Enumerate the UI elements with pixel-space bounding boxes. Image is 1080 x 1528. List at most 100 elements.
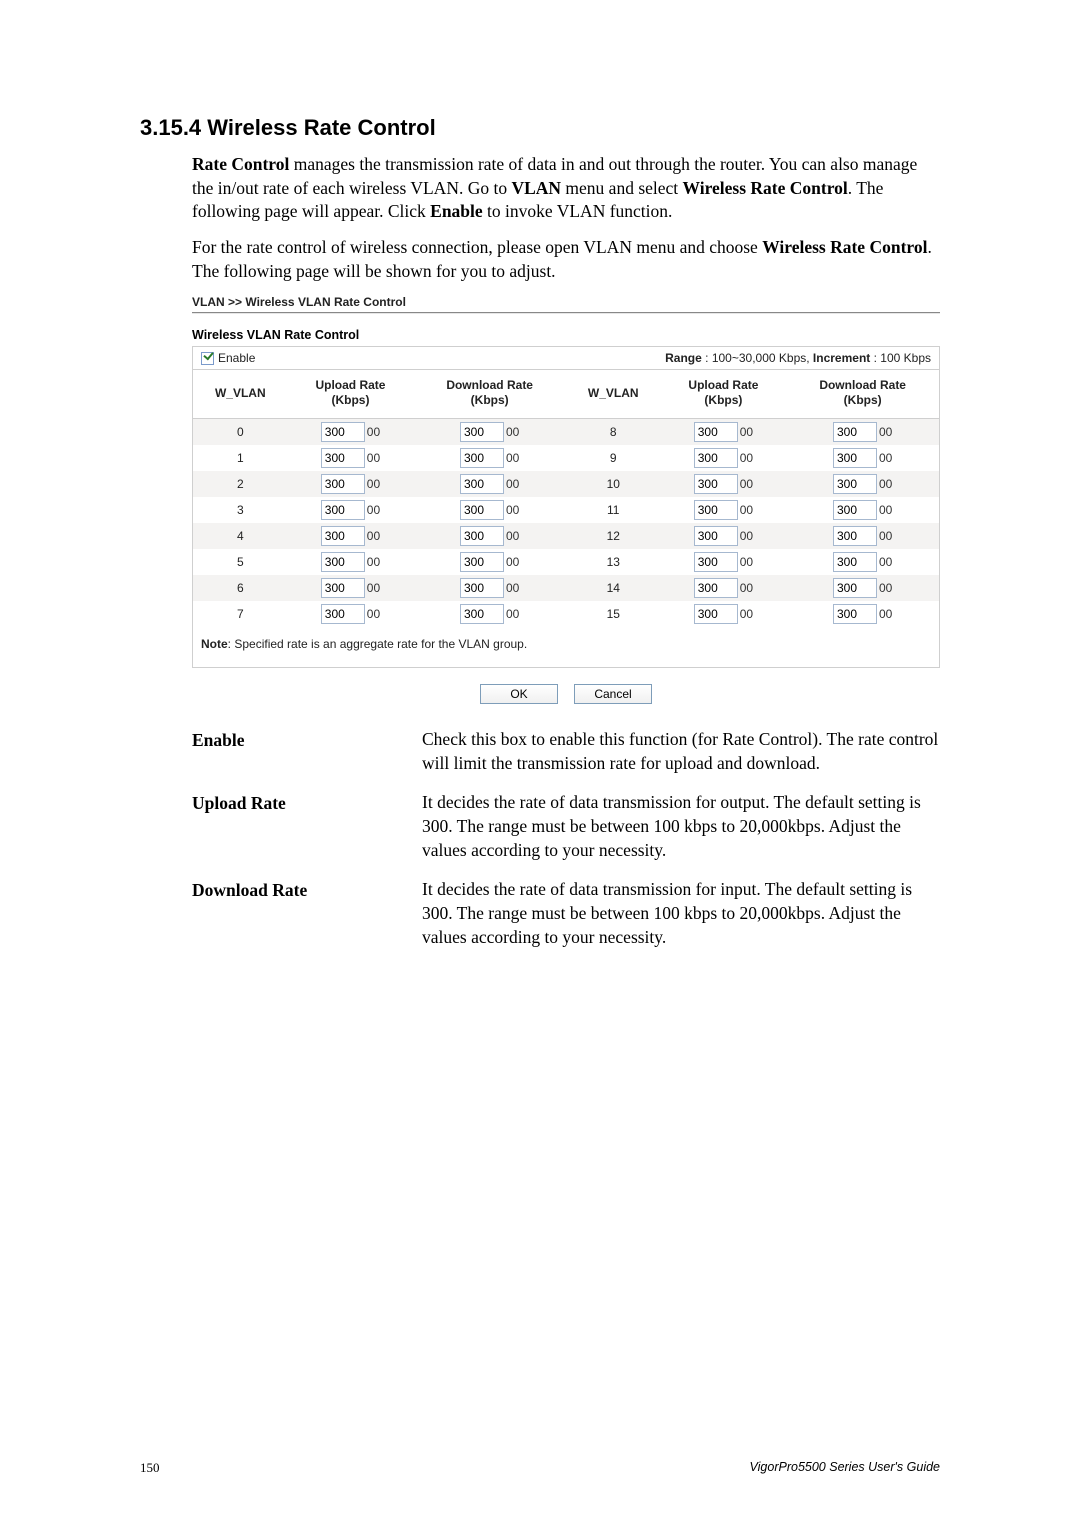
rate-suffix: 00 xyxy=(879,503,892,517)
wvlan-id: 15 xyxy=(566,601,661,627)
col-wvlan-left: W_VLAN xyxy=(193,370,288,419)
rate-suffix: 00 xyxy=(367,451,380,465)
table-row: 1 00 00 9 00 00 xyxy=(193,445,939,471)
rate-input[interactable] xyxy=(460,526,504,546)
table-row: 40000120000 xyxy=(193,523,939,549)
wvlan-id: 6 xyxy=(193,575,288,601)
rate-input[interactable] xyxy=(321,526,365,546)
rate-input[interactable] xyxy=(321,474,365,494)
rate-suffix: 00 xyxy=(740,451,753,465)
rate-input[interactable] xyxy=(833,474,877,494)
rate-input[interactable] xyxy=(460,552,504,572)
table-row: 50000130000 xyxy=(193,549,939,575)
rate-suffix: 00 xyxy=(506,555,519,569)
def-desc-upload: It decides the rate of data transmission… xyxy=(422,791,940,862)
intro-paragraph-1: Rate Control manages the transmission ra… xyxy=(192,153,940,224)
rate-input[interactable] xyxy=(460,474,504,494)
rate-input[interactable] xyxy=(460,422,504,442)
wvlan-id: 12 xyxy=(566,523,661,549)
def-term-upload: Upload Rate xyxy=(192,791,422,862)
rate-suffix: 00 xyxy=(740,581,753,595)
rate-suffix: 00 xyxy=(740,425,753,439)
bold-vlan: VLAN xyxy=(511,178,561,198)
wvlan-id: 9 xyxy=(566,445,661,471)
bold-rate-control: Rate Control xyxy=(192,154,289,174)
rate-suffix: 00 xyxy=(506,451,519,465)
range-label: Range : 100~30,000 Kbps, Increment : 100… xyxy=(665,351,931,365)
rate-input[interactable] xyxy=(321,500,365,520)
wvlan-id: 13 xyxy=(566,549,661,575)
rate-input[interactable] xyxy=(833,578,877,598)
col-upload-right: Upload Rate(Kbps) xyxy=(661,370,787,419)
rate-suffix: 00 xyxy=(879,477,892,491)
wvlan-id: 11 xyxy=(566,497,661,523)
rate-input[interactable] xyxy=(694,604,738,624)
rate-input[interactable] xyxy=(694,526,738,546)
rate-suffix: 00 xyxy=(367,555,380,569)
col-upload-left: Upload Rate(Kbps) xyxy=(288,370,414,419)
wvlan-id: 3 xyxy=(193,497,288,523)
breadcrumb: VLAN >> Wireless VLAN Rate Control xyxy=(192,295,940,309)
rate-input[interactable] xyxy=(833,500,877,520)
rate-input[interactable] xyxy=(694,552,738,572)
rate-input[interactable] xyxy=(694,578,738,598)
def-desc-download: It decides the rate of data transmission… xyxy=(422,878,940,949)
rate-suffix: 00 xyxy=(367,503,380,517)
table-row: 0000080000 xyxy=(193,419,939,446)
rate-suffix: 00 xyxy=(506,607,519,621)
def-term-enable: Enable xyxy=(192,728,422,775)
rate-suffix: 00 xyxy=(740,503,753,517)
wvlan-id: 1 xyxy=(193,445,288,471)
rate-suffix: 00 xyxy=(879,581,892,595)
rate-input[interactable] xyxy=(460,500,504,520)
rate-suffix: 00 xyxy=(367,529,380,543)
rate-suffix: 00 xyxy=(879,451,892,465)
rate-input[interactable] xyxy=(321,422,365,442)
table-row: 20000100000 xyxy=(193,471,939,497)
bold-wireless-rate-control: Wireless Rate Control xyxy=(683,178,848,198)
enable-checkbox[interactable] xyxy=(201,352,214,365)
wvlan-id: 14 xyxy=(566,575,661,601)
ok-button[interactable]: OK xyxy=(480,684,558,704)
product-name: VigorPro5500 Series User's Guide xyxy=(750,1460,940,1476)
rate-input[interactable] xyxy=(321,448,365,468)
section-heading: 3.15.4 Wireless Rate Control xyxy=(140,115,940,141)
definitions: Enable Check this box to enable this fun… xyxy=(192,728,940,949)
rate-suffix: 00 xyxy=(879,529,892,543)
rate-input[interactable] xyxy=(833,448,877,468)
enable-label: Enable xyxy=(218,351,255,365)
rate-input[interactable] xyxy=(460,448,504,468)
rate-input[interactable] xyxy=(321,552,365,572)
col-wvlan-right: W_VLAN xyxy=(566,370,661,419)
rate-suffix: 00 xyxy=(506,477,519,491)
col-download-left: Download Rate(Kbps) xyxy=(413,370,566,419)
cancel-button[interactable]: Cancel xyxy=(574,684,652,704)
def-desc-enable: Check this box to enable this function (… xyxy=(422,728,940,775)
enable-row: Enable Range : 100~30,000 Kbps, Incremen… xyxy=(193,347,939,370)
wvlan-id: 4 xyxy=(193,523,288,549)
rate-input[interactable] xyxy=(460,604,504,624)
rate-suffix: 00 xyxy=(879,555,892,569)
page-number: 150 xyxy=(140,1460,160,1476)
rate-suffix: 00 xyxy=(879,607,892,621)
rate-input[interactable] xyxy=(321,604,365,624)
rate-table: W_VLAN Upload Rate(Kbps) Download Rate(K… xyxy=(193,370,939,627)
rate-input[interactable] xyxy=(833,604,877,624)
table-row: 70000150000 xyxy=(193,601,939,627)
page-footer: 150 VigorPro5500 Series User's Guide xyxy=(140,1460,940,1476)
rate-input[interactable] xyxy=(694,500,738,520)
rate-suffix: 00 xyxy=(506,581,519,595)
rate-input[interactable] xyxy=(833,526,877,546)
table-row: 30000110000 xyxy=(193,497,939,523)
table-row: 60000140000 xyxy=(193,575,939,601)
rate-input[interactable] xyxy=(694,422,738,442)
panel-title: Wireless VLAN Rate Control xyxy=(192,328,940,342)
note-text: Note: Specified rate is an aggregate rat… xyxy=(193,627,939,667)
rate-input[interactable] xyxy=(694,474,738,494)
rate-input[interactable] xyxy=(833,422,877,442)
rate-input[interactable] xyxy=(833,552,877,572)
rate-input[interactable] xyxy=(694,448,738,468)
rate-input[interactable] xyxy=(321,578,365,598)
rate-input[interactable] xyxy=(460,578,504,598)
rate-suffix: 00 xyxy=(740,529,753,543)
